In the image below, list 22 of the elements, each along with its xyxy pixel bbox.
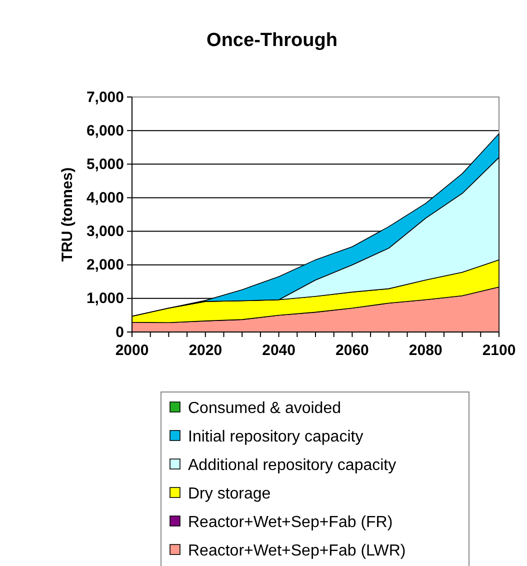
y-tick-label: 1,000 bbox=[86, 290, 124, 308]
x-tick-label: 2100 bbox=[482, 342, 516, 359]
x-tick-label: 2080 bbox=[408, 342, 442, 359]
x-tick-label: 2000 bbox=[115, 342, 149, 359]
y-tick-label: 5,000 bbox=[86, 156, 124, 173]
legend-label: Initial repository capacity bbox=[188, 428, 364, 446]
y-tick-label: 4,000 bbox=[86, 190, 124, 207]
legend-label: Reactor+Wet+Sep+Fab (FR) bbox=[188, 514, 393, 531]
legend-label: Reactor+Wet+Sep+Fab (LWR) bbox=[188, 542, 406, 560]
legend-label: Consumed & avoided bbox=[188, 400, 341, 417]
y-tick-label: 2,000 bbox=[86, 256, 124, 274]
y-axis-title: TRU (tonnes) bbox=[59, 167, 76, 262]
y-tick-label: 0 bbox=[116, 324, 124, 341]
chart-title: Once-Through bbox=[206, 30, 338, 51]
legend-label: Additional repository capacity bbox=[188, 457, 396, 474]
x-tick-label: 2020 bbox=[188, 342, 222, 359]
y-tick-label: 7,000 bbox=[86, 88, 124, 106]
y-tick-label: 3,000 bbox=[86, 223, 124, 240]
x-tick-label: 2040 bbox=[262, 342, 296, 359]
y-tick-label: 6,000 bbox=[86, 122, 124, 140]
legend-label: Dry storage bbox=[188, 486, 271, 502]
x-tick-label: 2060 bbox=[336, 342, 369, 359]
